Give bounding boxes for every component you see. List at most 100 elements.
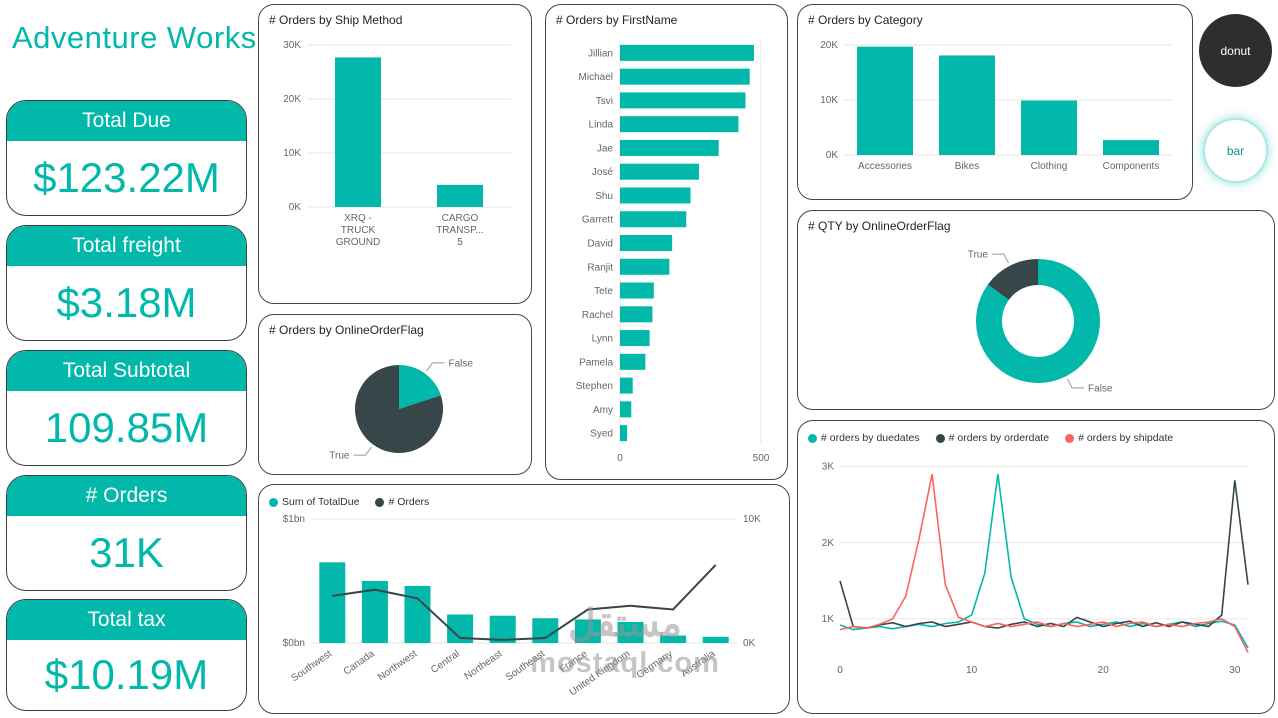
bar-shu[interactable] [620,187,691,204]
svg-text:0K: 0K [289,202,302,213]
svg-text:20: 20 [1098,665,1110,676]
series-#-orders-by-orderdate[interactable] [839,480,1249,629]
legend-item-#-orders-by-orderdate[interactable]: # orders by orderdate [935,432,1049,444]
svg-text:Michael: Michael [579,72,613,83]
slice-true[interactable] [987,259,1038,300]
svg-text:500: 500 [753,453,770,464]
orders-by-firstname-chart[interactable]: 0 500 Jillian Michael Tsvi Linda Jae José Shu Gar… [556,35,777,471]
orders-by-onlineorderflag-chart[interactable]: False True [269,345,521,466]
series-#-orders-by-duedates[interactable] [839,474,1249,649]
kpi-value: $10.19M [44,651,209,698]
svg-text:Germany: Germany [635,648,675,681]
bar-xrq-truck-ground[interactable] [335,57,381,207]
svg-text:Amy: Amy [593,405,613,416]
panel-totaldue-and-orders-by-region: Sum of TotalDue # Orders $1bn $0bn 10K 0K Sou… [258,484,790,714]
svg-text:Canada: Canada [342,648,377,677]
bar-rachel[interactable] [620,306,653,323]
svg-text:10K: 10K [283,148,301,159]
legend-item-#-orders-by-duedates[interactable]: # orders by duedates [808,432,920,444]
online_flag_pie-svg: False True [329,358,473,462]
svg-text:Northwest: Northwest [376,648,419,683]
bar-josé[interactable] [620,163,699,180]
bar-accessories[interactable] [857,46,913,155]
legend-item-sum-of-totaldue[interactable]: Sum of TotalDue [269,496,359,508]
kpi-value: 31K [89,529,164,576]
svg-text:Jillian: Jillian [588,48,613,59]
svg-text:Pamela: Pamela [579,357,613,368]
bar-syed[interactable] [620,425,628,442]
panel-orders-by-onlineorderflag: # Orders by OnlineOrderFlag False True [258,314,532,475]
bar-view-button[interactable]: bar [1203,118,1268,183]
svg-text:Stephen: Stephen [576,381,613,392]
svg-text:30: 30 [1229,665,1241,676]
bar-pamela[interactable] [620,353,646,370]
bar-cargo-transp-5[interactable] [437,184,483,207]
svg-text:GROUND: GROUND [336,237,380,248]
orders-by-ship-method-chart[interactable]: 0K 10K 20K 30K XRQ - TRUCK GROUND CARGO TRANSP..… [269,35,521,295]
bar-united-kingdom[interactable] [617,621,644,643]
svg-text:Ranjit: Ranjit [587,262,613,273]
kpi-label: Total Due [7,101,246,141]
region_combo-svg: $1bn $0bn 10K 0K Southwest Canada Northwest Cen… [283,514,761,698]
bar-northeast[interactable] [489,615,516,643]
svg-text:Central: Central [429,648,462,676]
bar-southwest[interactable] [319,562,346,643]
bar-northwest[interactable] [404,585,431,643]
bar-bikes[interactable] [939,55,995,156]
svg-text:$0bn: $0bn [283,638,305,649]
bar-linda[interactable] [620,116,739,133]
donut-view-button[interactable]: donut [1199,14,1272,87]
svg-text:CARGO: CARGO [442,213,479,224]
bar-clothing[interactable] [1021,100,1077,155]
brand-title: Adventure Works [12,20,257,55]
bar-components[interactable] [1103,140,1159,155]
legend-item-#-orders-by-shipdate[interactable]: # orders by shipdate [1065,432,1173,444]
orders-by-date-chart[interactable]: 1K 2K 3K 0 10 20 30 [808,447,1264,705]
qty_donut-svg: False True [968,250,1113,395]
bar-jillian[interactable] [620,44,754,61]
svg-text:5: 5 [457,237,463,248]
chart-title: # Orders by Ship Method [269,13,403,27]
qty-by-onlineorderflag-chart[interactable]: False True [808,241,1264,401]
kpi-label: Total tax [7,600,246,640]
slice-false[interactable] [399,365,441,409]
bar-michael[interactable] [620,68,750,85]
orders-by-category-chart[interactable]: 0K 10K 20K Accessories Bikes Clothing Componen… [808,35,1182,191]
svg-text:10: 10 [966,665,978,676]
bar-tete[interactable] [620,282,654,299]
svg-text:3K: 3K [822,462,835,473]
bar-lynn[interactable] [620,330,650,347]
legend-dot [375,497,385,507]
slice-true[interactable] [355,365,443,453]
bar-germany[interactable] [660,635,687,643]
svg-text:XRQ -: XRQ - [344,213,372,224]
chart-legend: # orders by duedates # orders by orderdat… [808,429,1264,447]
kpi-value: $123.22M [33,154,220,201]
svg-text:True: True [329,451,350,462]
svg-text:20K: 20K [283,94,301,105]
series-#-orders-by-shipdate[interactable] [839,474,1249,653]
svg-text:$1bn: $1bn [283,514,305,525]
bar-ranjit[interactable] [620,258,670,275]
chart-title: # QTY by OnlineOrderFlag [808,219,951,233]
bar-amy[interactable] [620,401,632,418]
bar-tsvi[interactable] [620,92,746,109]
bar-garrett[interactable] [620,211,687,228]
panel-qty-by-onlineorderflag: # QTY by OnlineOrderFlag False True [797,210,1275,410]
svg-text:True: True [968,250,989,261]
svg-text:0: 0 [617,453,623,464]
svg-text:Northeast: Northeast [463,648,505,682]
bar-jae[interactable] [620,139,719,156]
kpi-card-orders: # Orders 31K [6,475,247,591]
bar-david[interactable] [620,235,673,251]
svg-text:TRUCK: TRUCK [341,225,376,236]
panel-orders-by-ship-method: # Orders by Ship Method 0K 10K 20K 30K XRQ -… [258,4,532,304]
totaldue-orders-by-region-chart[interactable]: $1bn $0bn 10K 0K Southwest Canada Northwest Cen… [269,511,779,705]
kpi-card-total-subtotal: Total Subtotal 109.85M [6,350,247,466]
bar-australia[interactable] [702,636,729,643]
bar-france[interactable] [574,619,601,643]
line-orders[interactable] [332,564,717,641]
slice-false[interactable] [976,259,1100,383]
legend-item-#-orders[interactable]: # Orders [375,496,429,508]
bar-stephen[interactable] [620,377,633,394]
